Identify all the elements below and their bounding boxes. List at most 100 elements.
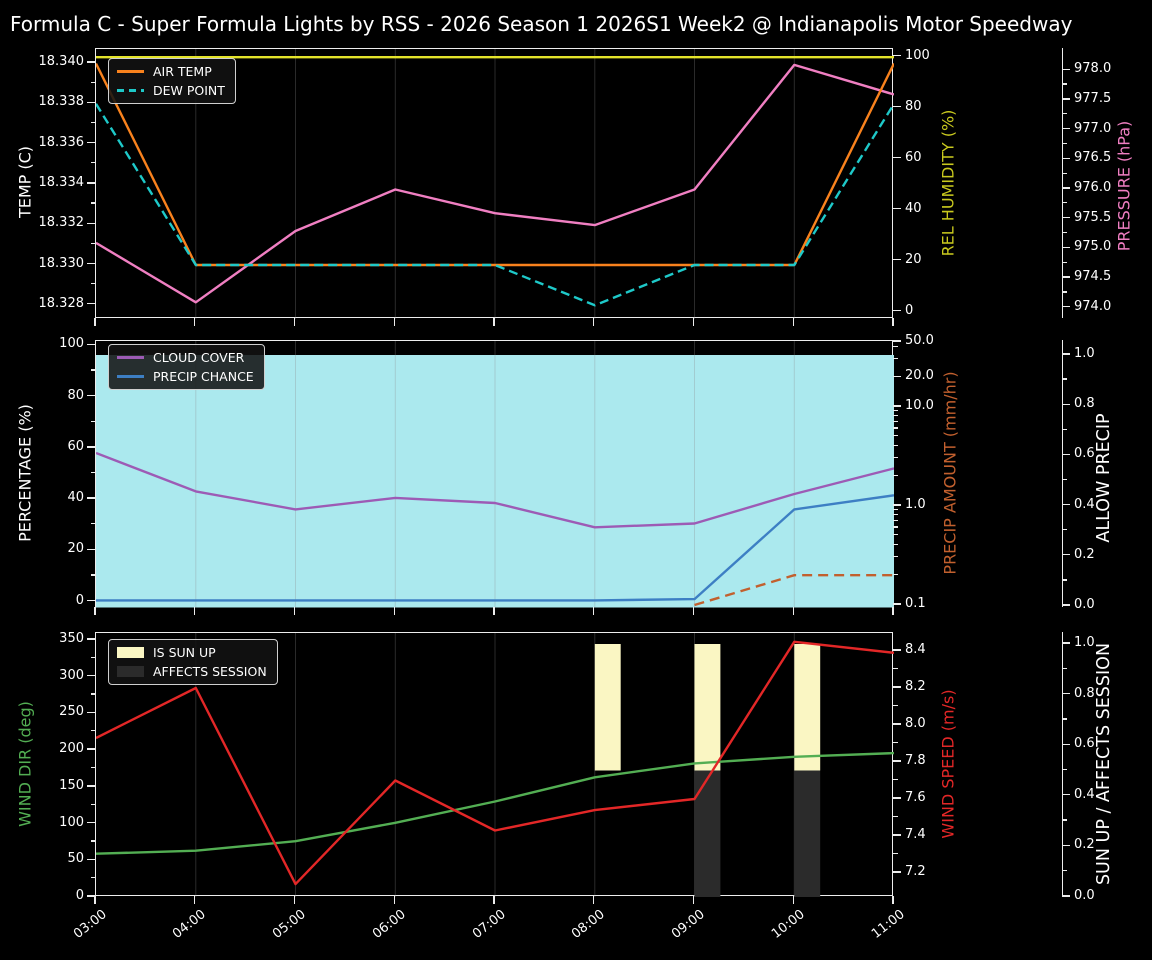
y-tick bbox=[87, 343, 95, 345]
panel-precipitation bbox=[95, 340, 894, 608]
y-tick-label: 40 bbox=[67, 490, 84, 506]
x-tick bbox=[593, 317, 595, 326]
y-tick-label: 50.0 bbox=[905, 333, 934, 348]
x-tick-label: 04:00 bbox=[170, 907, 209, 942]
plot-area bbox=[96, 341, 894, 608]
y-minor-tick bbox=[90, 840, 95, 842]
x-tick-label: 08:00 bbox=[569, 907, 608, 942]
affects-bar bbox=[694, 770, 721, 897]
y-minor-tick bbox=[90, 523, 95, 525]
y-minor-tick bbox=[893, 526, 898, 528]
y-minor-tick bbox=[893, 667, 898, 670]
y-tick-label: 18.336 bbox=[38, 134, 85, 150]
x-tick bbox=[293, 606, 296, 615]
y-minor-tick bbox=[893, 513, 898, 516]
x-tick bbox=[892, 896, 894, 904]
cloud-cover-line-swatch bbox=[117, 356, 144, 359]
y-tick-label: 300 bbox=[59, 667, 84, 683]
y-minor-tick bbox=[1062, 142, 1067, 145]
y-minor-tick bbox=[1062, 529, 1067, 531]
y-tick bbox=[893, 157, 901, 159]
y-minor-tick bbox=[90, 420, 95, 422]
y-tick bbox=[893, 760, 901, 762]
x-tick bbox=[393, 896, 395, 904]
x-tick bbox=[892, 606, 894, 615]
x-tick bbox=[393, 606, 395, 615]
y-tick bbox=[893, 310, 901, 312]
y-tick-label: 0 bbox=[905, 302, 914, 318]
y-tick-label: 8.4 bbox=[905, 642, 926, 657]
y-tick-label: 50 bbox=[67, 851, 84, 867]
y-minor-tick bbox=[1062, 718, 1067, 720]
sun_up-bar bbox=[594, 644, 621, 771]
legend-item-precip-chance: PRECIP CHANCE bbox=[117, 369, 254, 384]
y-minor-tick bbox=[893, 420, 898, 422]
legend-item-cloud-cover: CLOUD COVER bbox=[117, 350, 254, 365]
precip-amount-line bbox=[694, 574, 894, 607]
y-minor-tick bbox=[90, 766, 95, 769]
y-tick bbox=[1062, 604, 1070, 606]
y-tick-label: 1.0 bbox=[905, 497, 926, 512]
y-minor-tick bbox=[1062, 819, 1067, 821]
y-tick-label: 18.334 bbox=[38, 174, 85, 190]
y-tick bbox=[1062, 353, 1070, 355]
legend-label: AIR TEMP bbox=[153, 64, 212, 79]
x-tick bbox=[593, 896, 595, 904]
wind-dir-line bbox=[96, 751, 894, 855]
x-tick-label: 10:00 bbox=[768, 907, 808, 942]
affects-session-swatch bbox=[117, 666, 144, 677]
y-tick-label: 0.6 bbox=[1074, 736, 1095, 752]
y-minor-tick bbox=[893, 573, 898, 575]
y-tick bbox=[87, 748, 95, 750]
y-tick bbox=[1062, 844, 1070, 847]
y-tick-label: 0.8 bbox=[1074, 685, 1095, 701]
y-tick-label: 975.5 bbox=[1074, 209, 1112, 225]
plot-area bbox=[96, 633, 894, 897]
y-tick bbox=[893, 259, 901, 261]
y-minor-tick bbox=[893, 508, 898, 511]
y-tick bbox=[87, 675, 95, 677]
y-minor-tick bbox=[90, 574, 95, 576]
y-minor-tick bbox=[1062, 261, 1067, 263]
y-tick bbox=[87, 61, 95, 63]
y-minor-tick bbox=[1062, 378, 1067, 380]
y-tick bbox=[1062, 217, 1070, 219]
page-title: Formula C - Super Formula Lights by RSS … bbox=[10, 12, 1073, 36]
axis-label-humidity: REL HUMIDITY (%) bbox=[938, 109, 958, 257]
y-tick bbox=[87, 785, 95, 787]
x-tick bbox=[293, 896, 296, 904]
y-minor-tick bbox=[1062, 870, 1067, 872]
legend-label: DEW POINT bbox=[153, 83, 225, 98]
y-tick bbox=[1062, 98, 1070, 100]
y-tick bbox=[87, 101, 95, 103]
y-minor-tick bbox=[893, 414, 898, 417]
offset-axis-spine bbox=[1062, 340, 1064, 607]
y-minor-tick bbox=[90, 656, 95, 658]
y-tick bbox=[893, 208, 901, 210]
y-tick-label: 40 bbox=[905, 200, 922, 216]
x-tick-label: 05:00 bbox=[269, 907, 309, 942]
y-tick bbox=[87, 141, 95, 144]
x-tick bbox=[194, 606, 196, 615]
y-minor-tick bbox=[90, 283, 95, 285]
y-minor-tick bbox=[893, 815, 898, 818]
y-tick-label: 975.0 bbox=[1074, 239, 1112, 255]
y-tick-label: 0.8 bbox=[1074, 396, 1095, 412]
y-tick bbox=[893, 504, 901, 506]
y-tick bbox=[87, 446, 95, 448]
wind-speed-line bbox=[96, 640, 894, 886]
y-tick-label: 10.0 bbox=[905, 398, 934, 413]
x-tick bbox=[792, 317, 794, 326]
precip-chance-line-swatch bbox=[117, 375, 144, 378]
y-tick-label: 100 bbox=[905, 47, 930, 63]
y-minor-tick bbox=[90, 803, 95, 805]
panel-temperature bbox=[95, 47, 894, 319]
axis-label-sun-up: SUN UP / AFFECTS SESSION bbox=[1094, 642, 1114, 886]
legend-label: PRECIP CHANCE bbox=[153, 369, 254, 384]
x-tick bbox=[692, 606, 695, 615]
y-tick bbox=[87, 182, 95, 184]
y-tick-label: 18.340 bbox=[38, 54, 85, 69]
y-minor-tick bbox=[1062, 202, 1067, 204]
y-tick bbox=[893, 340, 901, 342]
y-minor-tick bbox=[893, 427, 898, 429]
